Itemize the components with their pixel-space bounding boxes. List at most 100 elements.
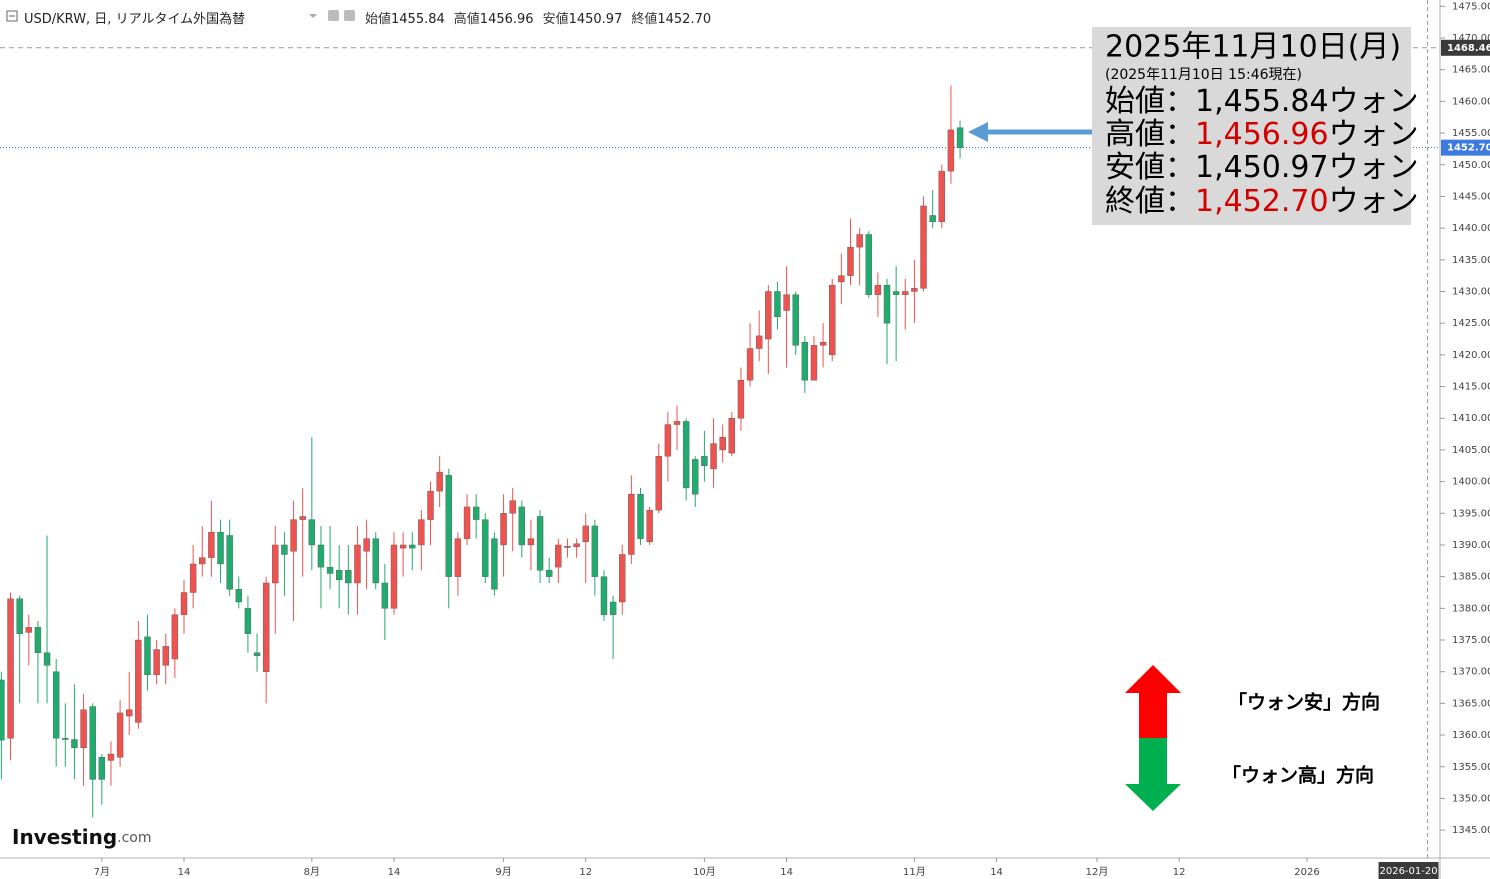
candle-body xyxy=(555,544,562,568)
y-tick-label: 1355.00 xyxy=(1452,762,1490,773)
info-row-separator: ： xyxy=(1165,184,1195,219)
candle-body xyxy=(463,506,471,539)
candle-body xyxy=(637,494,644,539)
candle-body xyxy=(838,275,845,283)
crosshair-time-box xyxy=(1378,862,1439,879)
candle-body xyxy=(199,557,206,565)
info-row: 安値：1,450.97ウォン xyxy=(1105,150,1419,185)
candle-body xyxy=(509,500,516,514)
candle-body xyxy=(819,341,827,346)
candle-body xyxy=(774,291,781,318)
candle-body xyxy=(52,671,60,739)
candle-body xyxy=(883,284,891,324)
candle-body xyxy=(98,757,106,780)
candle-body xyxy=(208,532,215,558)
candle-body xyxy=(390,544,398,609)
symbol-title: USD/KRW, 日, リアルタイム外国為替 xyxy=(24,12,246,27)
x-tick-label: 2026 xyxy=(1294,867,1319,878)
last-price-box xyxy=(1441,139,1490,156)
info-row: 終値：1,452.70ウォン xyxy=(1105,184,1419,219)
x-tick-label: 12 xyxy=(579,867,592,878)
ohlc-label: 始値 xyxy=(365,12,392,27)
info-row-unit: ウォン xyxy=(1329,84,1419,119)
candle-body xyxy=(701,456,708,466)
y-tick-label: 1400.00 xyxy=(1452,477,1490,488)
info-row-unit: ウォン xyxy=(1329,150,1419,185)
candle-body xyxy=(281,544,288,555)
x-tick-label: 10月 xyxy=(693,866,716,878)
crosshair-time-label: 2026-01-20 xyxy=(1379,866,1437,877)
settings-icon[interactable] xyxy=(328,10,339,21)
ohlc-value: 1456.96 xyxy=(479,12,534,27)
candle-body xyxy=(746,348,754,381)
candle-body xyxy=(436,471,443,492)
y-tick-label: 1365.00 xyxy=(1452,698,1490,709)
candle-body xyxy=(71,739,78,748)
candle-body xyxy=(16,598,23,634)
candle-body xyxy=(829,284,836,356)
candle-body xyxy=(336,570,343,581)
candle-body xyxy=(847,246,854,276)
dropdown-icon[interactable] xyxy=(309,14,317,18)
x-tick-label: 14 xyxy=(780,867,793,878)
candle-body xyxy=(272,544,279,584)
candle-body xyxy=(126,709,133,717)
candle-body xyxy=(646,509,653,542)
logo-brand: Investing xyxy=(12,825,117,849)
candle-body xyxy=(938,170,945,222)
candle-body xyxy=(445,475,452,577)
candle-body xyxy=(628,494,635,555)
ohlc-value: 1450.97 xyxy=(568,12,623,27)
ohlc-value: 1452.70 xyxy=(657,12,712,27)
info-row-label: 始値 xyxy=(1105,84,1165,119)
x-tick-label: 14 xyxy=(178,867,191,878)
y-tick-label: 1390.00 xyxy=(1452,540,1490,551)
y-tick-label: 1465.00 xyxy=(1452,65,1490,76)
candle-body xyxy=(345,570,352,584)
candle-body xyxy=(472,506,480,520)
candle-body xyxy=(491,538,498,590)
candle-body xyxy=(728,418,735,454)
candle-body xyxy=(381,582,389,609)
candle-body xyxy=(235,589,242,603)
info-row: 始値：1,455.84ウォン xyxy=(1105,84,1419,119)
collapse-icon[interactable] xyxy=(6,10,18,22)
ohlc-label: 終値 xyxy=(631,12,658,27)
info-row-unit: ウォン xyxy=(1329,184,1419,219)
candle-body xyxy=(135,639,142,723)
down-arrow xyxy=(1125,738,1181,811)
y-tick-label: 1420.00 xyxy=(1452,350,1490,361)
y-tick-label: 1360.00 xyxy=(1452,730,1490,741)
y-tick-label: 1410.00 xyxy=(1452,413,1490,424)
candle-body xyxy=(546,570,553,577)
candle-body xyxy=(737,380,745,419)
candle-body xyxy=(801,341,809,381)
candle-body xyxy=(226,535,233,590)
x-tick-label: 8月 xyxy=(304,866,320,878)
candle-body xyxy=(25,627,32,633)
candle-body xyxy=(253,652,261,657)
plot-area xyxy=(0,0,1440,858)
candle-body xyxy=(856,234,863,248)
candle-body xyxy=(290,519,297,552)
y-tick-label: 1405.00 xyxy=(1452,445,1490,456)
up-arrow xyxy=(1125,665,1181,738)
ohlc-label: 安値 xyxy=(542,12,569,27)
candle-body xyxy=(810,345,818,381)
x-tick-label: 9月 xyxy=(495,866,511,878)
visibility-icon[interactable] xyxy=(344,10,355,21)
candle-body xyxy=(710,443,717,470)
candle-body xyxy=(144,636,151,676)
candle-body xyxy=(399,544,407,549)
candle-body xyxy=(591,525,599,577)
crosshair-price-label: 1468.46 xyxy=(1447,43,1490,54)
y-tick-label: 1440.00 xyxy=(1452,223,1490,234)
candle-body xyxy=(865,234,872,295)
candle-body xyxy=(189,563,197,593)
candle-body xyxy=(755,335,763,349)
y-tick-label: 1345.00 xyxy=(1452,825,1490,836)
candle-body xyxy=(107,753,115,761)
candle-body xyxy=(418,519,425,546)
